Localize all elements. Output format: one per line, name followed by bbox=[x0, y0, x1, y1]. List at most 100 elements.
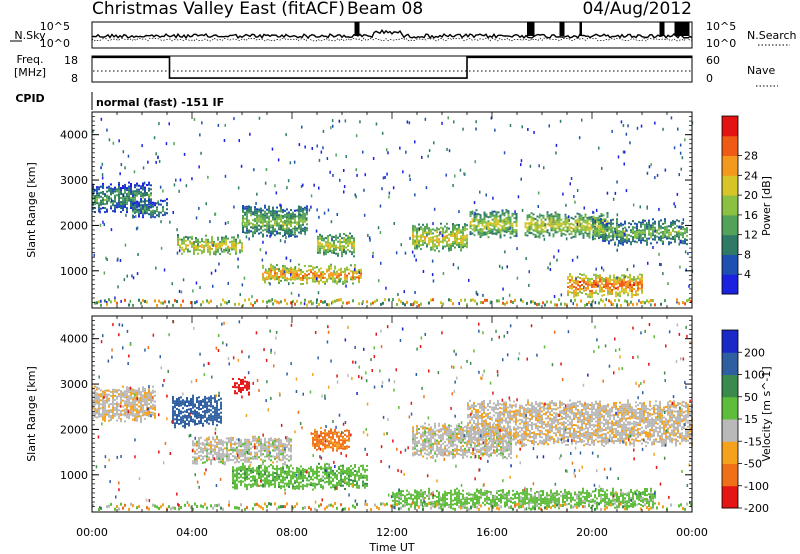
echo-cell bbox=[220, 403, 222, 406]
echo-cell bbox=[422, 243, 424, 246]
echo-cell bbox=[270, 234, 272, 237]
echo-cell bbox=[254, 230, 256, 233]
echo-cell bbox=[272, 216, 274, 219]
echo-cell bbox=[640, 237, 642, 240]
echo-cell bbox=[505, 211, 508, 214]
echo-cell bbox=[607, 277, 609, 280]
echo-cell bbox=[278, 445, 280, 448]
echo-cell bbox=[118, 417, 120, 420]
echo-cell bbox=[192, 418, 194, 421]
echo-cell bbox=[219, 247, 221, 249]
echo-cell bbox=[660, 231, 662, 234]
echo-noise-cell bbox=[364, 173, 366, 177]
echo-cell bbox=[582, 236, 585, 239]
echo-cell bbox=[272, 265, 274, 268]
echo-cell bbox=[94, 409, 96, 412]
echo-cell bbox=[312, 272, 314, 275]
echo-cell bbox=[639, 279, 641, 282]
near-range-cell bbox=[630, 300, 632, 304]
echo-cell bbox=[114, 188, 116, 191]
echo-cell bbox=[613, 276, 615, 279]
echo-cell bbox=[254, 218, 256, 221]
echo-cell bbox=[136, 415, 138, 418]
echo-cell bbox=[189, 250, 191, 253]
echo-cell bbox=[206, 397, 208, 400]
echo-cell bbox=[642, 229, 644, 232]
echo-cell bbox=[334, 428, 336, 431]
echo-cell bbox=[612, 232, 614, 235]
echo-cell bbox=[339, 239, 341, 242]
echo-cell bbox=[607, 281, 609, 284]
echo-noise-cell bbox=[217, 123, 220, 127]
echo-cell bbox=[331, 235, 333, 238]
echo-noise-cell bbox=[397, 293, 399, 296]
echo-cell bbox=[483, 219, 486, 222]
echo-cell bbox=[587, 285, 589, 288]
echo-cell bbox=[272, 275, 274, 278]
echo-cell bbox=[548, 222, 551, 225]
echo-cell bbox=[636, 241, 638, 244]
echo-cell bbox=[102, 190, 104, 193]
echo-cell bbox=[604, 238, 606, 240]
echo-cell bbox=[278, 280, 280, 282]
echo-noise-cell bbox=[141, 144, 143, 148]
echo-cell bbox=[208, 404, 210, 407]
echo-cell bbox=[282, 211, 284, 214]
echo-cell bbox=[286, 228, 288, 231]
echo-cell bbox=[94, 385, 96, 388]
near-range-cell bbox=[156, 304, 158, 307]
echo-cell bbox=[493, 218, 496, 221]
echo-cell bbox=[446, 230, 448, 233]
echo-cell bbox=[290, 223, 292, 225]
echo-cell bbox=[246, 217, 248, 220]
near-range-cell bbox=[248, 298, 250, 302]
echo-cell bbox=[138, 205, 140, 208]
noise-spike bbox=[527, 22, 535, 36]
echo-cell bbox=[116, 206, 118, 209]
echo-cell bbox=[641, 285, 643, 288]
echo-cell bbox=[256, 457, 258, 460]
echo-cell bbox=[300, 224, 302, 227]
echo-cell bbox=[98, 395, 100, 398]
echo-cell bbox=[236, 386, 238, 389]
echo-cell bbox=[114, 210, 116, 213]
echo-cell bbox=[454, 224, 456, 227]
echo-cell bbox=[242, 386, 244, 389]
echo-cell bbox=[314, 446, 316, 449]
echo-cell bbox=[617, 278, 619, 281]
echo-noise-cell bbox=[498, 264, 501, 268]
echo-cell bbox=[446, 234, 448, 237]
echo-cell bbox=[128, 403, 130, 406]
echo-noise-cell bbox=[322, 129, 325, 133]
echo-cell bbox=[609, 278, 611, 281]
echo-noise-cell bbox=[153, 136, 156, 140]
echo-noise-cell bbox=[574, 200, 576, 204]
echo-cell bbox=[481, 220, 484, 223]
echo-cell bbox=[130, 205, 132, 207]
echo-noise-cell bbox=[681, 222, 683, 225]
echo-cell bbox=[208, 458, 210, 461]
echo-cell bbox=[538, 230, 541, 233]
echo-cell bbox=[577, 292, 579, 295]
echo-cell bbox=[274, 220, 276, 223]
echo-cell bbox=[282, 229, 284, 232]
echo-cell bbox=[326, 270, 328, 273]
echo-cell bbox=[244, 452, 246, 455]
echo-cell bbox=[258, 442, 260, 445]
echo-cell bbox=[485, 221, 488, 224]
echo-cell bbox=[426, 223, 428, 226]
echo-cell bbox=[248, 207, 250, 210]
echo-cell bbox=[225, 237, 227, 240]
echo-cell bbox=[128, 185, 130, 188]
echo-noise-cell bbox=[454, 174, 456, 178]
echo-cell bbox=[328, 430, 330, 433]
echo-cell bbox=[337, 254, 339, 257]
echo-cell bbox=[294, 215, 296, 218]
echo-cell bbox=[511, 230, 514, 233]
near-range-cell bbox=[626, 300, 628, 304]
echo-cell bbox=[290, 450, 292, 453]
echo-cell bbox=[110, 205, 112, 208]
echo-cell bbox=[193, 249, 195, 251]
near-range-cell bbox=[474, 299, 476, 303]
